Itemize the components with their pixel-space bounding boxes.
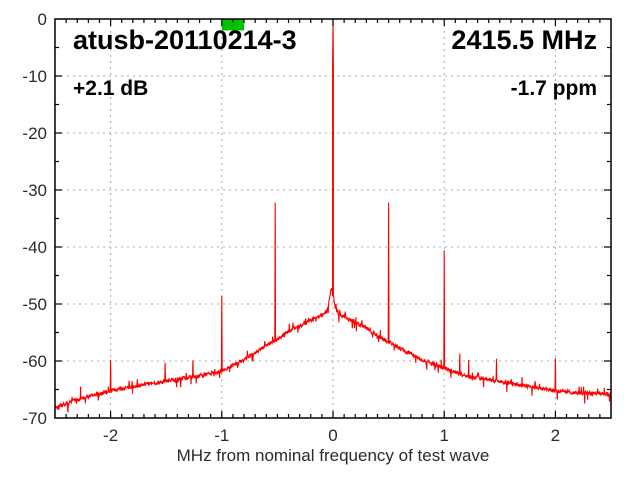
y-tick-label: -30 xyxy=(22,181,47,200)
y-tick-label: 0 xyxy=(38,10,47,29)
axis-ticks xyxy=(55,19,611,418)
x-tick-label: 1 xyxy=(439,426,448,445)
y-tick-label: -20 xyxy=(22,124,47,143)
y-tick-label: -70 xyxy=(22,409,47,428)
x-tick-label: -2 xyxy=(103,426,118,445)
x-tick-label: 2 xyxy=(551,426,560,445)
channel-marker xyxy=(221,19,245,31)
y-tick-label: -40 xyxy=(22,238,47,257)
x-tick-label: -1 xyxy=(214,426,229,445)
center-frequency-label: 2415.5 MHz xyxy=(451,25,597,55)
y-tick-label: -50 xyxy=(22,295,47,314)
frequency-offset-label: -1.7 ppm xyxy=(510,77,597,100)
x-axis-title: MHz from nominal frequency of test wave xyxy=(176,446,490,465)
test-id-label: atusb-20110214-3 xyxy=(73,25,297,55)
x-tick-label: 0 xyxy=(328,426,337,445)
level-offset-label: +2.1 dB xyxy=(73,77,149,100)
y-tick-label: -10 xyxy=(22,67,47,86)
y-tick-label: -60 xyxy=(22,352,47,371)
